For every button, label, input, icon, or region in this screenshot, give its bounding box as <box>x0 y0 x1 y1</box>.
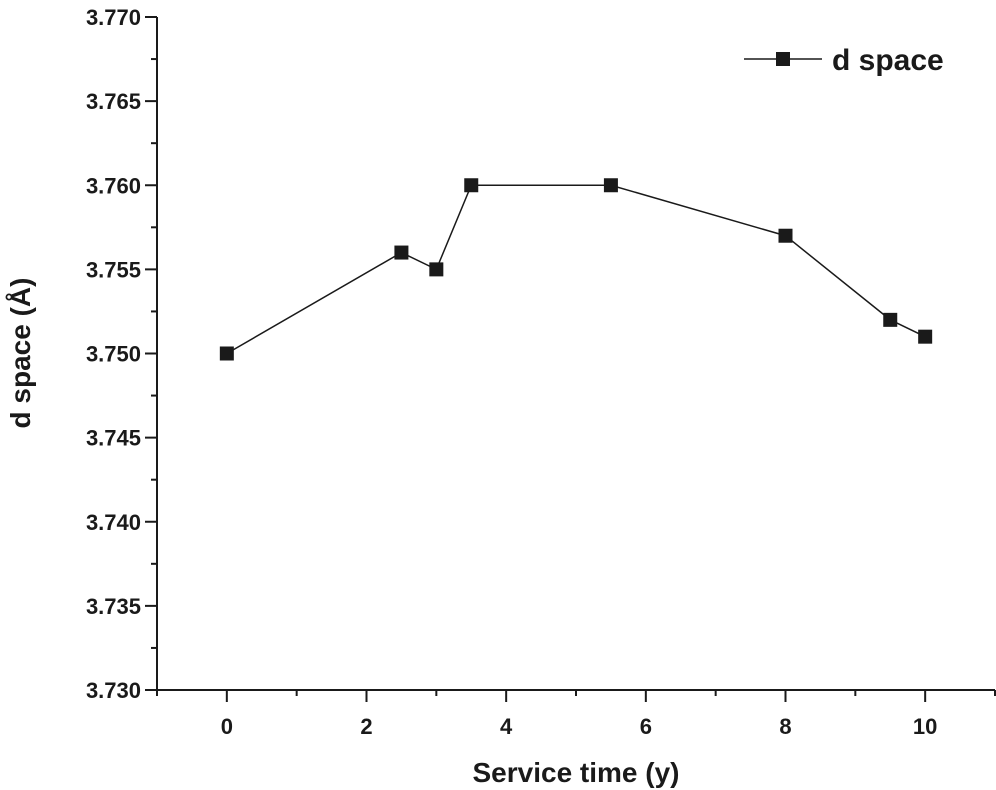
y-tick-label: 3.770 <box>86 5 141 30</box>
x-tick-label: 8 <box>779 714 791 739</box>
y-tick-label: 3.755 <box>86 257 141 282</box>
y-tick-label: 3.730 <box>86 678 141 703</box>
y-tick-label: 3.765 <box>86 89 141 114</box>
legend-label: d space <box>832 44 944 77</box>
y-tick-label: 3.750 <box>86 342 141 367</box>
legend: d space <box>744 44 944 77</box>
axis-ticks: 3.730 3.735 3.740 3.745 3.750 3.755 3.760 3.765… <box>86 5 996 739</box>
x-tick-label: 0 <box>221 714 233 739</box>
data-point <box>778 228 793 243</box>
data-point <box>219 346 234 361</box>
x-tick-label: 4 <box>500 714 513 739</box>
series-line <box>226 184 926 355</box>
x-tick-label: 10 <box>913 714 937 739</box>
data-point <box>464 178 479 193</box>
x-tick-label: 6 <box>640 714 652 739</box>
data-point <box>394 245 409 260</box>
y-tick-label: 3.745 <box>86 426 141 451</box>
data-point <box>883 312 898 327</box>
x-tick-label: 2 <box>360 714 372 739</box>
y-tick-label: 3.740 <box>86 510 141 535</box>
y-tick-label: 3.735 <box>86 594 141 619</box>
plot-area <box>219 178 933 361</box>
data-point <box>429 262 444 277</box>
y-tick-label: 3.760 <box>86 173 141 198</box>
legend-marker <box>776 52 790 66</box>
data-point <box>603 178 618 193</box>
x-axis-title: Service time (y) <box>473 757 680 788</box>
y-axis-title: d space (Å) <box>5 278 36 429</box>
data-point <box>918 329 933 344</box>
axes <box>156 17 995 691</box>
